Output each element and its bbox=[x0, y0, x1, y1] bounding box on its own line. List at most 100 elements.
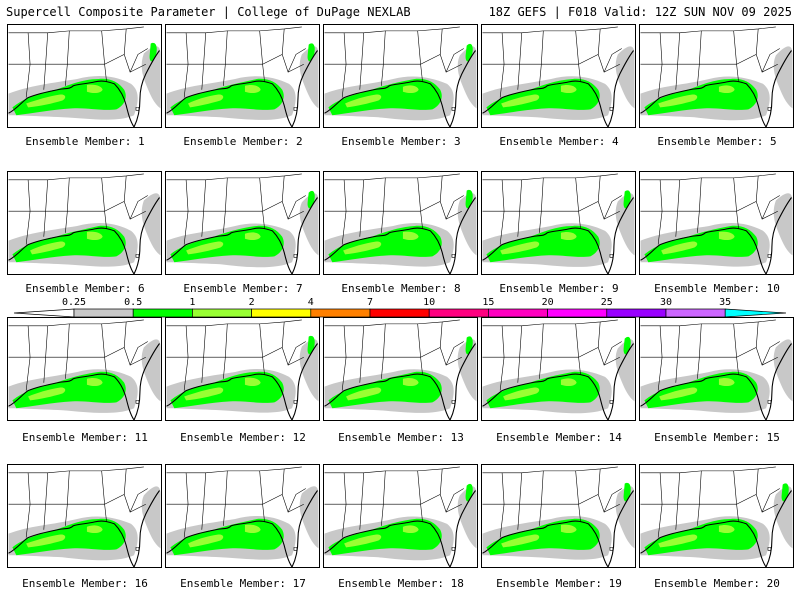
state-border bbox=[640, 26, 776, 34]
ensemble-member-map bbox=[481, 464, 636, 568]
member-map-canvas bbox=[640, 26, 793, 127]
atlantic-gray-shading bbox=[615, 339, 635, 402]
scp-light-green-core bbox=[501, 534, 540, 548]
state-border bbox=[65, 470, 70, 526]
member-map-canvas bbox=[166, 173, 319, 274]
scp-light-green-core bbox=[244, 85, 261, 93]
atlantic-gray-shading bbox=[299, 339, 319, 402]
ensemble-member-label: Ensemble Member: 18 bbox=[338, 577, 464, 590]
scale-color-swatch bbox=[369, 308, 430, 318]
scale-tick-label: 25 bbox=[600, 297, 613, 308]
ensemble-member-map bbox=[323, 24, 478, 128]
state-border bbox=[166, 319, 302, 327]
atlantic-gray-shading bbox=[141, 486, 161, 549]
state-border bbox=[43, 179, 49, 237]
state-border bbox=[129, 48, 148, 73]
ensemble-member-label: Ensemble Member: 19 bbox=[496, 577, 622, 590]
state-border bbox=[417, 323, 423, 375]
state-border bbox=[439, 28, 462, 73]
state-border bbox=[129, 488, 148, 513]
scp-light-green-core bbox=[345, 94, 382, 108]
member-map-canvas bbox=[8, 319, 161, 420]
lake-outline bbox=[609, 107, 614, 111]
state-border bbox=[8, 173, 144, 181]
state-border bbox=[259, 323, 265, 375]
atlantic-gray-shading bbox=[773, 486, 793, 549]
state-border bbox=[603, 48, 622, 73]
ensemble-member-label: Ensemble Member: 10 bbox=[654, 282, 780, 295]
scale-left-arrow bbox=[13, 308, 75, 318]
ensemble-member-map bbox=[639, 317, 794, 421]
scale-tick-label: 15 bbox=[482, 297, 495, 308]
ensemble-member-label: Ensemble Member: 17 bbox=[180, 577, 306, 590]
state-border bbox=[482, 26, 618, 34]
scp-light-green-core bbox=[244, 232, 261, 240]
ensemble-member-label: Ensemble Member: 9 bbox=[499, 282, 619, 295]
atlantic-gray-shading bbox=[615, 193, 635, 256]
ensemble-member-map bbox=[7, 317, 162, 421]
scale-tick-label: 4 bbox=[307, 297, 314, 308]
lake-outline bbox=[609, 547, 614, 551]
state-border bbox=[761, 341, 780, 366]
state-border bbox=[381, 323, 386, 379]
scale-tick-label: 35 bbox=[719, 297, 732, 308]
state-border bbox=[420, 54, 441, 65]
atlantic-gray-shading bbox=[299, 46, 319, 109]
state-border bbox=[517, 325, 523, 383]
state-border bbox=[281, 321, 304, 366]
member-map-canvas bbox=[166, 466, 319, 567]
scp-light-green-core bbox=[503, 387, 540, 401]
member-map-canvas bbox=[640, 466, 793, 567]
state-border bbox=[539, 470, 544, 526]
state-border bbox=[482, 466, 618, 474]
state-border bbox=[603, 341, 622, 366]
state-border bbox=[65, 30, 70, 86]
scp-light-green-core bbox=[560, 524, 577, 533]
ensemble-member-label: Ensemble Member: 4 bbox=[499, 135, 619, 148]
state-border bbox=[201, 472, 207, 530]
state-border bbox=[123, 175, 146, 220]
state-border bbox=[281, 175, 304, 220]
scp-light-green-core bbox=[346, 387, 382, 401]
ensemble-member-map bbox=[165, 171, 320, 275]
atlantic-gray-shading bbox=[141, 193, 161, 256]
state-border bbox=[675, 472, 681, 530]
lake-outline bbox=[135, 254, 140, 258]
member-map-canvas bbox=[8, 466, 161, 567]
atlantic-gray-shading bbox=[457, 46, 477, 109]
atlantic-gray-shading bbox=[457, 193, 477, 256]
ensemble-member-label: Ensemble Member: 20 bbox=[654, 577, 780, 590]
scp-light-green-core bbox=[26, 94, 66, 108]
state-border bbox=[359, 325, 365, 383]
ensemble-member-map bbox=[639, 24, 794, 128]
ensemble-member-map bbox=[165, 24, 320, 128]
scp-light-green-core bbox=[188, 94, 224, 108]
atlantic-gray-shading bbox=[457, 339, 477, 402]
coastline bbox=[324, 197, 476, 274]
state-border bbox=[223, 30, 228, 86]
ensemble-member-label: Ensemble Member: 12 bbox=[180, 431, 306, 444]
state-border bbox=[262, 494, 283, 505]
ensemble-member-map bbox=[323, 171, 478, 275]
ensemble-member-map bbox=[7, 171, 162, 275]
state-border bbox=[755, 321, 778, 366]
scp-light-green-core bbox=[186, 241, 224, 255]
state-border bbox=[420, 494, 441, 505]
scale-color-swatch bbox=[132, 308, 193, 318]
atlantic-gray-shading bbox=[299, 486, 319, 549]
coastline bbox=[482, 343, 634, 420]
state-border bbox=[201, 325, 207, 383]
scp-light-green-core bbox=[86, 231, 103, 240]
state-border bbox=[736, 347, 757, 358]
state-border bbox=[539, 323, 544, 379]
state-border bbox=[123, 28, 146, 73]
ensemble-member-label: Ensemble Member: 3 bbox=[341, 135, 461, 148]
state-border bbox=[223, 323, 228, 379]
lake-outline bbox=[609, 254, 614, 258]
ensemble-member-map bbox=[7, 24, 162, 128]
state-border bbox=[324, 173, 460, 181]
member-map-canvas bbox=[8, 26, 161, 127]
state-border bbox=[8, 26, 144, 34]
state-border bbox=[129, 195, 148, 220]
scp-light-green-core bbox=[560, 85, 577, 93]
